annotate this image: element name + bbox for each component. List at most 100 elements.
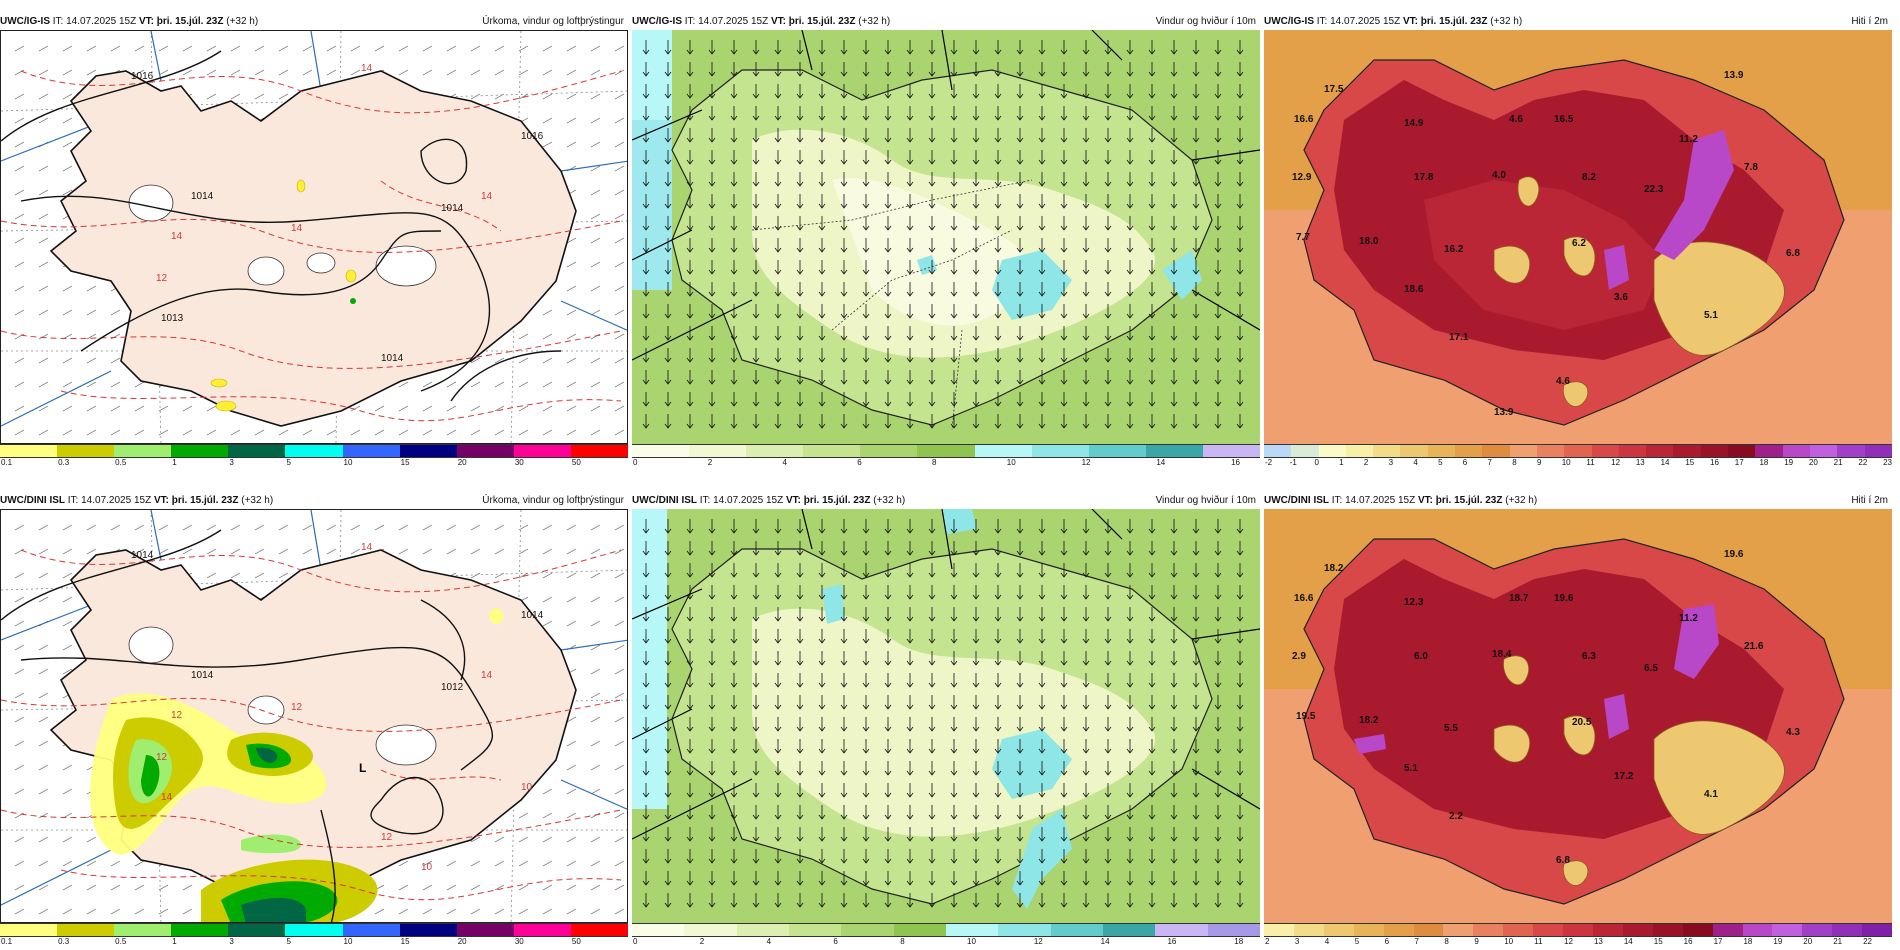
- temperature-label: 18.0: [1359, 236, 1379, 247]
- temperature-label: 6.8: [1556, 855, 1570, 866]
- colorbar-tick: 18: [1759, 458, 1769, 467]
- init-time: 14.07.2025 15Z: [66, 16, 137, 27]
- colorbar-swatch: [285, 924, 343, 936]
- panel-title: Vindur og hviður í 10m: [1155, 495, 1256, 506]
- colorbar-swatch: [1503, 924, 1534, 936]
- colorbar-swatch: [1031, 445, 1089, 457]
- colorbar-tick: 6: [1462, 458, 1468, 467]
- colorbar-swatch: [1509, 445, 1537, 457]
- colorbar-swatch: [0, 445, 58, 457]
- lead-time: (+32 h): [226, 16, 259, 27]
- temperature-label: 2.2: [1449, 811, 1463, 822]
- colorbar-swatch: [171, 924, 229, 936]
- colorbar-swatch: [399, 445, 457, 457]
- colorbar-tick: 3: [229, 458, 234, 467]
- colorbar-swatch: [1264, 924, 1294, 936]
- colorbar-swatch: [1400, 445, 1428, 457]
- init-prefix: IT:: [684, 16, 696, 27]
- panel-header: UWC/IG-IS IT: 14.07.2025 15Z VT: þri. 15…: [0, 14, 628, 30]
- temperature-label: 6.0: [1414, 651, 1428, 662]
- temperature-label: 2.9: [1292, 651, 1306, 662]
- panel-title: Hiti í 2m: [1851, 495, 1888, 506]
- colorbar-tick: 11: [1534, 937, 1543, 946]
- isobar-label: 12: [171, 710, 183, 721]
- colorbar-swatches: [632, 923, 1260, 937]
- init-time: 14.07.2025 15Z: [1345, 495, 1416, 506]
- wind-panel-ig: UWC/IG-IS IT: 14.07.2025 15Z VT: þri. 15…: [632, 14, 1261, 467]
- temperature-label: 6.5: [1644, 663, 1658, 674]
- temperature-label: 18.2: [1359, 715, 1379, 726]
- colorbar-swatch: [570, 924, 629, 936]
- temperature-label: 17.8: [1414, 172, 1434, 183]
- precip-panel-dini: UWC/DINI ISL IT: 14.07.2025 15Z VT: þri.…: [0, 493, 629, 946]
- init-prefix: IT:: [1331, 495, 1343, 506]
- lead-time: (+32 h): [1505, 495, 1538, 506]
- colorbar-swatch: [342, 924, 400, 936]
- colorbar-ticks: 0 2 4 6 8 10 12 14 16 18: [632, 937, 1260, 947]
- isobar-label: 12: [291, 702, 303, 713]
- colorbar-tick: 15: [1653, 937, 1663, 946]
- colorbar-swatch: [788, 924, 842, 936]
- isobar-label: 14: [361, 542, 373, 553]
- colorbar-swatches: [0, 923, 629, 937]
- colorbar-tick: 4: [1324, 937, 1330, 946]
- panel-title: Hiti í 2m: [1851, 16, 1888, 27]
- colorbar-swatch: [632, 445, 690, 457]
- colorbar-tick: 30: [514, 937, 524, 946]
- temperature-label: 14.9: [1404, 118, 1424, 129]
- colorbar-swatch: [1536, 445, 1565, 457]
- init-time: 14.07.2025 15Z: [698, 16, 769, 27]
- colorbar-swatch: [1712, 924, 1743, 936]
- temperature-label: 6.8: [1786, 248, 1800, 259]
- colorbar-tick: 19: [1773, 937, 1783, 946]
- colorbar-ticks: 2 3 4 5 6 7 8 9 10 11 12 13 14 15 16 17 18 19 20 21 22: [1264, 937, 1892, 947]
- colorbar-swatch: [746, 445, 804, 457]
- colorbar-tick: 8: [1444, 937, 1449, 946]
- colorbar-tick: 10: [967, 937, 976, 946]
- colorbar-swatch: [1700, 445, 1729, 457]
- colorbar-swatch: [1427, 445, 1456, 457]
- colorbar-swatch: [893, 924, 946, 936]
- colorbar-swatch: [1673, 445, 1701, 457]
- valid-prefix: VT:: [153, 495, 169, 506]
- init-time: 14.07.2025 15Z: [81, 495, 152, 506]
- model-source: UWC/IG-IS: [0, 16, 50, 27]
- temperature-label: 13.9: [1724, 70, 1744, 81]
- colorbar-tick: 16: [1231, 458, 1240, 467]
- colorbar-swatch: [114, 924, 172, 936]
- colorbar-swatch: [513, 924, 571, 936]
- colorbar-tick: 9: [1474, 937, 1479, 946]
- model-source: UWC/DINI ISL: [1264, 495, 1329, 506]
- temperature-label: 18.4: [1492, 649, 1512, 660]
- temperature-label: 4.0: [1492, 170, 1506, 181]
- temperature-label: 16.6: [1294, 114, 1314, 125]
- colorbar-tick: 12: [1033, 937, 1043, 946]
- colorbar-tick: 10: [1006, 458, 1016, 467]
- init-prefix: IT:: [699, 495, 711, 506]
- colorbar-tick: 0.5: [115, 937, 127, 946]
- temperature-panel-ig: UWC/IG-IS IT: 14.07.2025 15Z VT: þri. 15…: [1264, 14, 1892, 467]
- colorbar-tick: 7: [1414, 937, 1419, 946]
- colorbar-swatch: [1207, 924, 1260, 936]
- isobar-label: 12: [156, 273, 168, 284]
- colorbar-swatch: [1455, 445, 1483, 457]
- colorbar: 2 3 4 5 6 7 8 9 10 11 12 13 14 15 16 17 18 19 20 21 22: [1264, 923, 1893, 947]
- model-source: UWC/DINI ISL: [0, 495, 65, 506]
- panel-header: UWC/IG-IS IT: 14.07.2025 15Z VT: þri. 15…: [632, 14, 1260, 30]
- colorbar-swatch: [1782, 445, 1810, 457]
- colorbar-swatch: [974, 445, 1032, 457]
- temperature-label: 7.8: [1744, 162, 1758, 173]
- colorbar-tick: 10: [1561, 458, 1571, 467]
- colorbar-tick: 8: [1512, 458, 1517, 467]
- lead-time: (+32 h): [873, 495, 906, 506]
- valid-time: þri. 15.júl. 23Z: [171, 495, 239, 506]
- temperature-label: 11.2: [1679, 613, 1698, 624]
- init-prefix: IT:: [1316, 16, 1328, 27]
- colorbar-swatch: [57, 445, 115, 457]
- colorbar-tick: 10: [343, 458, 353, 467]
- isobar-label: 14: [161, 792, 173, 803]
- colorbar-tick: 3: [1294, 937, 1300, 946]
- colorbar-tick: 21: [1833, 458, 1843, 467]
- colorbar-swatch: [1413, 924, 1444, 936]
- colorbar-tick: 8: [900, 937, 905, 946]
